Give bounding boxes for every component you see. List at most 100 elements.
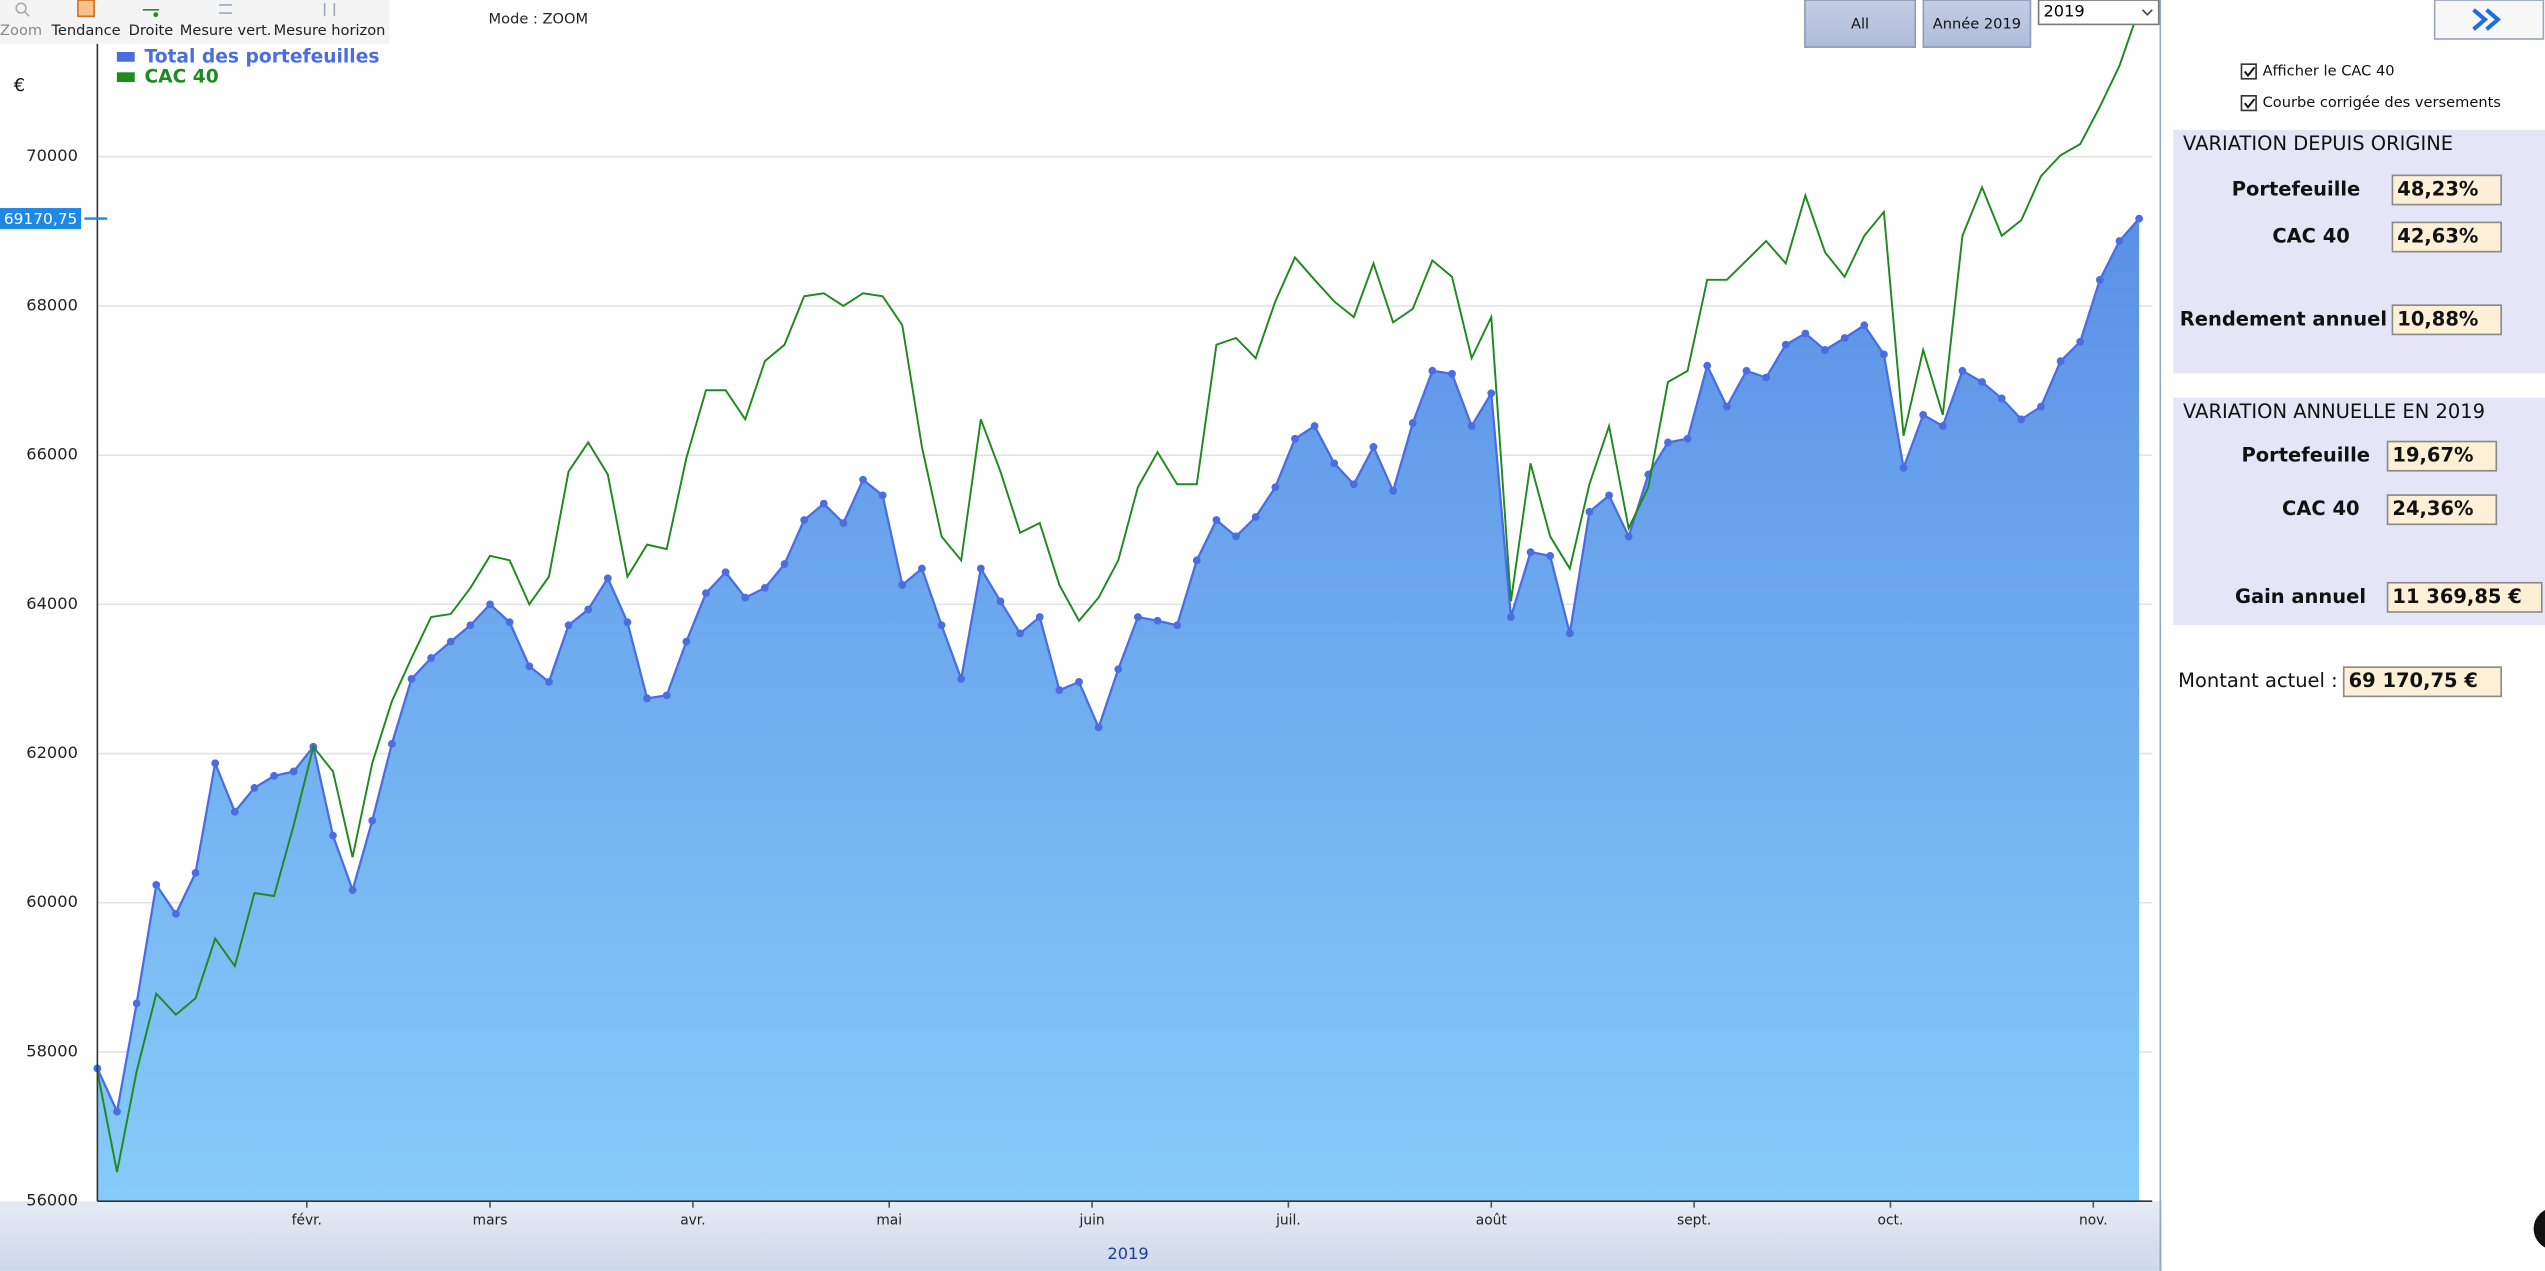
select-box: [2037, 0, 2160, 26]
period-button[interactable]: All: [1804, 0, 1917, 48]
point: [839, 519, 848, 527]
x-tick-label: avr.: [680, 1213, 705, 1229]
point: [211, 759, 220, 768]
point: [505, 618, 514, 627]
legend-swatch: [116, 72, 135, 83]
toolbar-label: Zoom: [0, 22, 42, 39]
button-face: [1922, 0, 2032, 48]
point: [1978, 378, 1986, 386]
point: [1781, 340, 1790, 349]
point: [1153, 616, 1162, 625]
checkmark: [2243, 98, 2256, 109]
stat-value: 11 369,85 €: [2392, 585, 2521, 608]
point: [1016, 629, 1024, 638]
option-checkbox[interactable]: Courbe corrigée des versements: [2240, 94, 2501, 112]
period-button[interactable]: Année 2019: [1922, 0, 2032, 48]
point: [113, 1107, 121, 1116]
point: [1448, 369, 1456, 378]
point: [1133, 613, 1142, 621]
point: [1938, 422, 1947, 430]
panel-title: VARIATION ANNUELLE EN 2019: [2183, 400, 2485, 423]
point: [996, 597, 1005, 606]
point: [1408, 419, 1417, 427]
button-face: [1804, 0, 1917, 48]
point: [682, 637, 691, 646]
point: [584, 605, 593, 614]
point: [702, 589, 710, 598]
option-checkbox[interactable]: Afficher le CAC 40: [2240, 62, 2395, 80]
stat-value: 48,23%: [2397, 177, 2478, 200]
current-box: [2342, 666, 2502, 698]
y-tick-label: 60000: [26, 892, 78, 911]
area: [97, 218, 2140, 1202]
point: [1526, 548, 1535, 557]
checkbox: [2240, 63, 2257, 80]
zoom-icon: [15, 2, 27, 14]
toolbar-button[interactable]: Droite: [129, 8, 174, 39]
toolbar-label: Mesure vert.: [180, 22, 272, 39]
point: [1703, 361, 1712, 370]
next-button[interactable]: [2433, 0, 2545, 40]
point: [741, 593, 750, 602]
option-label: Courbe corrigée des versements: [2263, 94, 2501, 111]
point: [1546, 551, 1555, 560]
measure-icon: [219, 4, 233, 14]
point: [1428, 366, 1437, 375]
panel-title: VARIATION DEPUIS ORIGINE: [2183, 132, 2453, 155]
point: [1232, 532, 1240, 541]
y-tick-label: 56000: [26, 1191, 78, 1210]
point: [172, 910, 180, 918]
cursor-box: [0, 208, 82, 230]
point: [1507, 613, 1515, 621]
point: [2076, 337, 2085, 346]
y-tick-label: 62000: [26, 743, 78, 762]
stat-label: Portefeuille: [2232, 177, 2361, 200]
point: [152, 880, 161, 889]
line-icon: [153, 12, 159, 18]
point: [800, 516, 809, 524]
point: [721, 568, 730, 577]
button-label: All: [1851, 15, 1869, 32]
point: [1821, 346, 1829, 354]
point: [1762, 373, 1771, 382]
x-tick-label: nov.: [2079, 1213, 2108, 1229]
toolbar-button[interactable]: Tendance: [50, 0, 121, 39]
x-tick-label: juil.: [1275, 1213, 1301, 1229]
y-tick-label: 68000: [26, 295, 78, 314]
x-tick-label: oct.: [1878, 1213, 1904, 1229]
unit-box: [4, 71, 35, 101]
toolbar-button[interactable]: Zoom: [0, 2, 42, 39]
point: [132, 999, 141, 1008]
x-tick-label: juin: [1079, 1213, 1105, 1229]
year-select[interactable]: 2019: [2037, 0, 2160, 26]
y-tick-label: 66000: [26, 445, 78, 464]
point: [1860, 321, 1869, 330]
point: [2017, 415, 2026, 424]
point: [1880, 350, 1888, 359]
mode-label: Mode : ZOOM: [489, 11, 589, 28]
point: [564, 621, 573, 630]
point: [427, 654, 436, 662]
point: [1173, 621, 1182, 630]
x-tick-label: mars: [473, 1213, 508, 1229]
toolbar-button[interactable]: Mesure horizon: [274, 3, 386, 39]
point: [289, 767, 298, 776]
point: [2056, 357, 2065, 366]
point: [1055, 686, 1064, 695]
stat-box: [2386, 440, 2498, 472]
toolbar-button[interactable]: Mesure vert.: [180, 4, 272, 39]
point: [1840, 334, 1849, 342]
button-face: [2433, 0, 2545, 40]
stat-box: [2386, 581, 2543, 613]
point: [937, 621, 946, 630]
point: [859, 475, 867, 484]
point: [1742, 366, 1751, 375]
point: [603, 574, 612, 583]
point: [1605, 491, 1613, 500]
series-line: [96, 8, 2141, 1173]
point: [270, 772, 278, 780]
stat-value: 24,36%: [2392, 497, 2473, 520]
legend-label: CAC 40: [144, 67, 218, 88]
x-tick-label: sept.: [1677, 1213, 1711, 1229]
point: [1565, 629, 1574, 638]
